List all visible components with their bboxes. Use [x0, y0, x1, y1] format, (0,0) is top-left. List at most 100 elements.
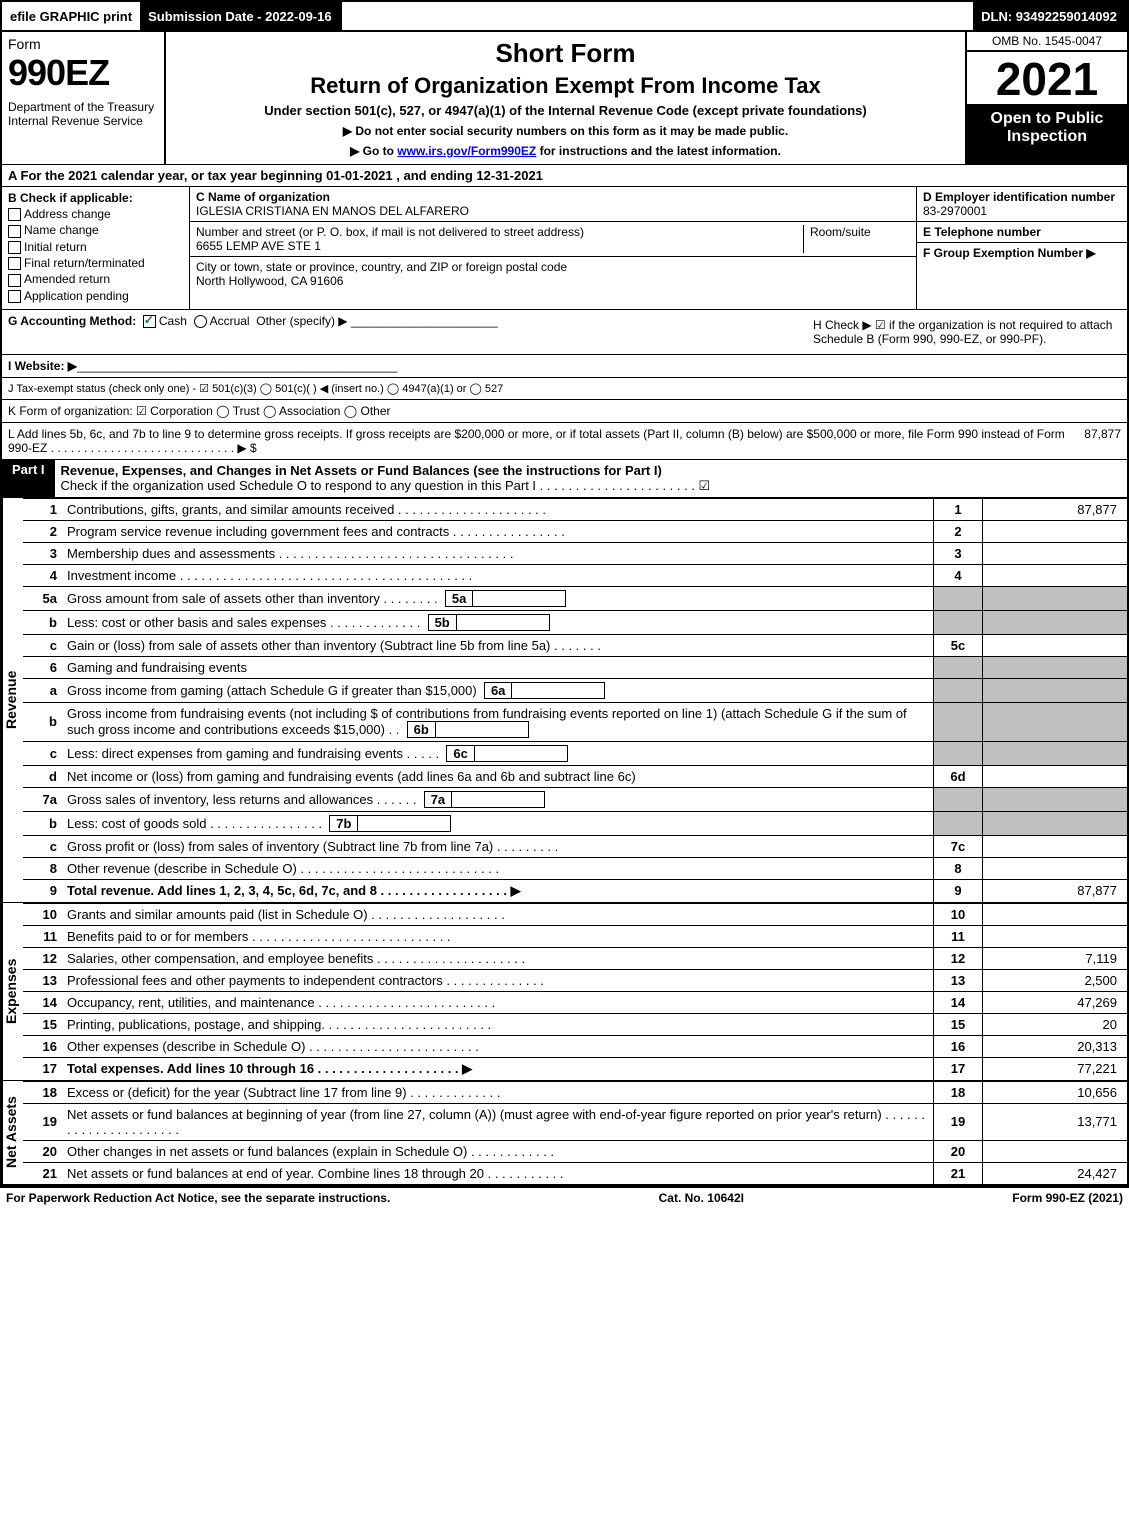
form-body: Form 990EZ Department of the Treasury In…: [0, 32, 1129, 1186]
line-6d: Net income or (loss) from gaming and fun…: [63, 765, 934, 787]
line-1: Contributions, gifts, grants, and simila…: [63, 498, 934, 520]
check-final-return[interactable]: [8, 257, 21, 270]
line-4: Investment income . . . . . . . . . . . …: [63, 564, 934, 586]
part1-title: Revenue, Expenses, and Changes in Net As…: [55, 460, 1127, 497]
line-5b: Less: cost or other basis and sales expe…: [63, 610, 934, 634]
line-18: Excess or (deficit) for the year (Subtra…: [63, 1081, 934, 1103]
section-h: H Check ▶ ☑ if the organization is not r…: [805, 314, 1121, 350]
website-label: I Website: ▶: [8, 359, 77, 373]
line-14: Occupancy, rent, utilities, and maintena…: [63, 991, 934, 1013]
section-c: C Name of organization IGLESIA CRISTIANA…: [190, 187, 916, 309]
line-16-val: 20,313: [983, 1035, 1128, 1057]
revenue-label: Revenue: [2, 498, 23, 902]
omb-number: OMB No. 1545-0047: [967, 32, 1127, 52]
line-9: Total revenue. Add lines 1, 2, 3, 4, 5c,…: [63, 879, 934, 902]
city-label: City or town, state or province, country…: [196, 260, 567, 274]
line-7c: Gross profit or (loss) from sales of inv…: [63, 835, 934, 857]
street-value: 6655 LEMP AVE STE 1: [196, 239, 321, 253]
under-section: Under section 501(c), 527, or 4947(a)(1)…: [172, 103, 959, 118]
check-address-change[interactable]: [8, 208, 21, 221]
line-20: Other changes in net assets or fund bala…: [63, 1140, 934, 1162]
footer-left: For Paperwork Reduction Act Notice, see …: [6, 1191, 390, 1205]
main-title: Return of Organization Exempt From Incom…: [172, 73, 959, 99]
section-a: A For the 2021 calendar year, or tax yea…: [2, 164, 1127, 186]
section-k: K Form of organization: ☑ Corporation ◯ …: [2, 399, 1127, 422]
line-15: Printing, publications, postage, and shi…: [63, 1013, 934, 1035]
title-center: Short Form Return of Organization Exempt…: [166, 32, 965, 164]
irs-link[interactable]: www.irs.gov/Form990EZ: [397, 144, 536, 158]
part1-header: Part I: [2, 460, 55, 497]
footer-form: Form 990-EZ (2021): [1012, 1191, 1123, 1205]
section-j: J Tax-exempt status (check only one) - ☑…: [2, 377, 1127, 399]
check-app-pending[interactable]: [8, 290, 21, 303]
section-d-e-f: D Employer identification number 83-2970…: [916, 187, 1127, 309]
tax-year: 2021: [967, 52, 1127, 104]
line-7a: Gross sales of inventory, less returns a…: [63, 787, 934, 811]
section-b: B Check if applicable: Address change Na…: [2, 187, 190, 309]
line-2: Program service revenue including govern…: [63, 520, 934, 542]
section-l: L Add lines 5b, 6c, and 7b to line 9 to …: [2, 422, 1127, 459]
form-number: 990EZ: [8, 52, 109, 93]
line-21-val: 24,427: [983, 1162, 1128, 1184]
line-13: Professional fees and other payments to …: [63, 969, 934, 991]
line-19: Net assets or fund balances at beginning…: [63, 1103, 934, 1140]
line-5c: Gain or (loss) from sale of assets other…: [63, 634, 934, 656]
check-name-change[interactable]: [8, 225, 21, 238]
line-3: Membership dues and assessments . . . . …: [63, 542, 934, 564]
irs-label: Internal Revenue Service: [8, 114, 158, 128]
line-6c: Less: direct expenses from gaming and fu…: [63, 741, 934, 765]
street-label: Number and street (or P. O. box, if mail…: [196, 225, 584, 239]
room-label: Room/suite: [810, 225, 871, 239]
form-word: Form: [8, 36, 41, 52]
line-17: Total expenses. Add lines 10 through 16 …: [63, 1057, 934, 1080]
line-14-val: 47,269: [983, 991, 1128, 1013]
ssn-warning: ▶ Do not enter social security numbers o…: [172, 124, 959, 138]
line-21: Net assets or fund balances at end of ye…: [63, 1162, 934, 1184]
goto-line: ▶ Go to www.irs.gov/Form990EZ for instru…: [172, 144, 959, 158]
title-right: OMB No. 1545-0047 2021 Open to Public In…: [965, 32, 1127, 164]
submission-date: Submission Date - 2022-09-16: [140, 2, 342, 30]
org-name: IGLESIA CRISTIANA EN MANOS DEL ALFARERO: [196, 204, 469, 218]
city-value: North Hollywood, CA 91606: [196, 274, 343, 288]
top-bar: efile GRAPHIC print Submission Date - 20…: [0, 0, 1129, 32]
line-10: Grants and similar amounts paid (list in…: [63, 903, 934, 925]
dept-treasury: Department of the Treasury: [8, 100, 158, 114]
line-6b: Gross income from fundraising events (no…: [63, 702, 934, 741]
ein-value: 83-2970001: [923, 204, 987, 218]
line-8: Other revenue (describe in Schedule O) .…: [63, 857, 934, 879]
expenses-label: Expenses: [2, 903, 23, 1080]
group-label: F Group Exemption Number ▶: [923, 246, 1096, 260]
dln: DLN: 93492259014092: [973, 2, 1127, 30]
line-19-val: 13,771: [983, 1103, 1128, 1140]
check-initial-return[interactable]: [8, 241, 21, 254]
radio-accrual[interactable]: [194, 315, 207, 328]
ein-label: D Employer identification number: [923, 190, 1115, 204]
line-6: Gaming and fundraising events: [63, 656, 934, 678]
line-13-val: 2,500: [983, 969, 1128, 991]
line-12-val: 7,119: [983, 947, 1128, 969]
line-1-val: 87,877: [983, 498, 1128, 520]
line-7b: Less: cost of goods sold . . . . . . . .…: [63, 811, 934, 835]
line-18-val: 10,656: [983, 1081, 1128, 1103]
line-11: Benefits paid to or for members . . . . …: [63, 925, 934, 947]
gross-receipts: 87,877: [1084, 427, 1121, 455]
line-16: Other expenses (describe in Schedule O) …: [63, 1035, 934, 1057]
line-9-val: 87,877: [983, 879, 1128, 902]
org-name-label: C Name of organization: [196, 190, 330, 204]
netassets-label: Net Assets: [2, 1081, 23, 1184]
line-6a: Gross income from gaming (attach Schedul…: [63, 678, 934, 702]
line-12: Salaries, other compensation, and employ…: [63, 947, 934, 969]
short-form: Short Form: [172, 38, 959, 69]
open-public: Open to Public Inspection: [967, 104, 1127, 164]
accounting-method-label: G Accounting Method:: [8, 314, 136, 328]
form-id-block: Form 990EZ Department of the Treasury In…: [2, 32, 166, 164]
line-5a: Gross amount from sale of assets other t…: [63, 586, 934, 610]
footer-cat: Cat. No. 10642I: [659, 1191, 744, 1205]
phone-label: E Telephone number: [923, 225, 1041, 239]
line-17-val: 77,221: [983, 1057, 1128, 1080]
check-amended[interactable]: [8, 274, 21, 287]
efile-print[interactable]: efile GRAPHIC print: [2, 2, 140, 30]
check-cash[interactable]: [143, 315, 156, 328]
page-footer: For Paperwork Reduction Act Notice, see …: [0, 1186, 1129, 1208]
line-15-val: 20: [983, 1013, 1128, 1035]
